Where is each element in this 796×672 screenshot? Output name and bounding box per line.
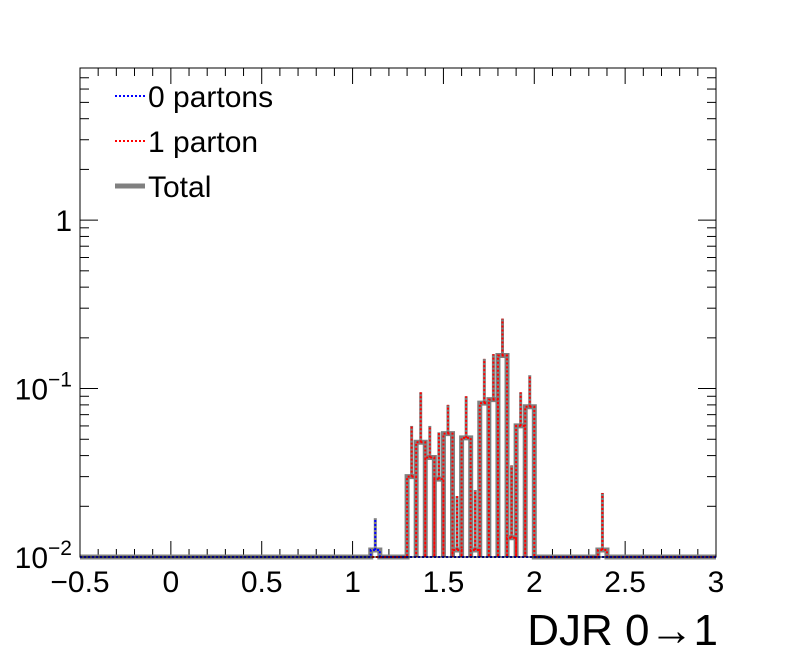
y-tick-labels: 10−2 10−1 1 [15,205,72,575]
y-tick-label: 10−1 [15,369,72,407]
x-tick-labels: −0.5 0 0.5 1 1.5 2 2.5 3 [50,566,724,599]
legend-label: Total [148,171,211,204]
x-tick-label: 2.5 [604,566,646,599]
x-tick-label: 1.5 [423,566,465,599]
y-tick-label: 10−2 [15,537,72,575]
x-tick-label: 3 [708,566,725,599]
x-tick-label: 0 [163,566,180,599]
plot-frame [79,67,717,558]
x-tick-label: 1 [344,566,361,599]
x-tick-label: −0.5 [50,566,109,599]
legend-label: 1 parton [148,126,258,159]
x-tick-label: 0.5 [241,566,283,599]
legend: 0 partons 1 parton Total [115,81,273,204]
x-tick-label: 2 [526,566,543,599]
legend-label: 0 partons [148,81,273,114]
y-tick-label: 1 [55,205,72,238]
x-axis-title: DJR 0→1 [527,606,718,655]
